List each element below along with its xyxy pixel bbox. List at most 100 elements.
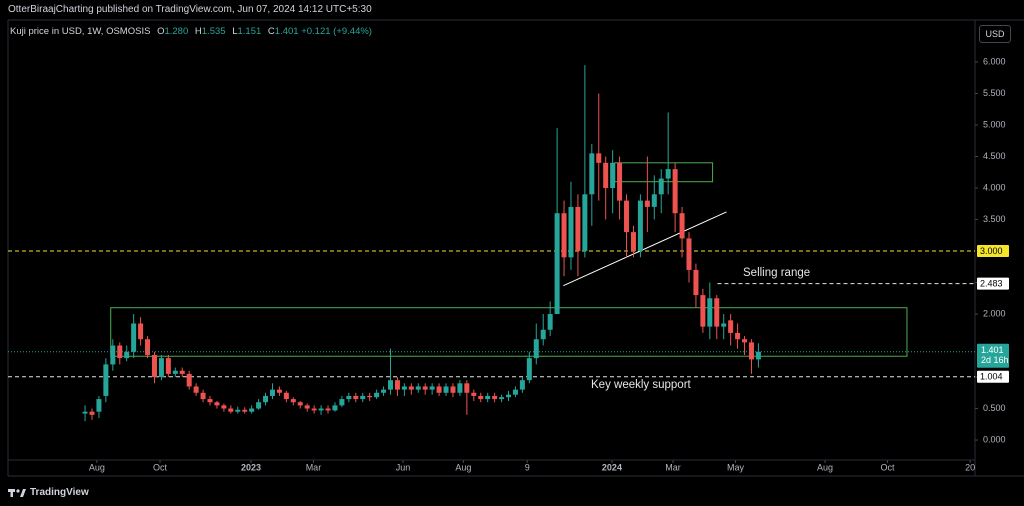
y-tick-label: 4.500 bbox=[983, 151, 1006, 161]
level-label: 2.483 bbox=[980, 278, 1003, 288]
candle-body bbox=[242, 409, 248, 412]
candle-body bbox=[526, 358, 532, 381]
annotation: Selling range bbox=[743, 267, 810, 279]
candle-body bbox=[478, 395, 484, 400]
candle-body bbox=[630, 232, 636, 252]
symbol: Kuji price in USD, 1W, OSMOSIS bbox=[10, 26, 151, 37]
candle-body bbox=[679, 213, 685, 239]
y-tick-label: 6.000 bbox=[983, 56, 1006, 66]
candle-body bbox=[582, 194, 588, 252]
level-label-box bbox=[977, 245, 1009, 258]
candle-body bbox=[610, 162, 616, 189]
candle-body bbox=[755, 351, 761, 360]
candle-body bbox=[311, 408, 317, 411]
logo bbox=[8, 488, 26, 497]
candle-body bbox=[700, 295, 706, 327]
candle-body bbox=[415, 386, 421, 390]
candle-body bbox=[748, 342, 754, 360]
candle-body bbox=[401, 386, 407, 390]
candle-body bbox=[596, 153, 602, 163]
y-tick-label: 0.500 bbox=[983, 403, 1006, 413]
candle-body bbox=[103, 364, 109, 396]
candle-body bbox=[200, 392, 206, 400]
level-label-box bbox=[977, 370, 1009, 383]
candle-body bbox=[249, 408, 255, 412]
candle-body bbox=[158, 358, 164, 378]
candle-body bbox=[554, 213, 560, 315]
x-tick-label: May bbox=[727, 462, 745, 472]
candle-body bbox=[637, 200, 643, 252]
candle-body bbox=[256, 402, 262, 409]
candle-body bbox=[603, 162, 609, 189]
candle-body bbox=[693, 269, 699, 296]
publisher-line: OtterBiraajCharting published on Trading… bbox=[8, 4, 372, 15]
x-tick-label: 20 bbox=[965, 462, 975, 472]
legend-value: 1.151 bbox=[237, 26, 262, 37]
footer: TradingView bbox=[8, 487, 89, 498]
x-tick-label: Mar bbox=[665, 462, 681, 472]
candle-body bbox=[297, 402, 303, 406]
candle-body bbox=[457, 383, 463, 393]
level-label: 3.000 bbox=[980, 246, 1003, 256]
candle-body bbox=[422, 386, 428, 390]
level-label: 1.004 bbox=[980, 372, 1003, 382]
candle-body bbox=[110, 345, 116, 365]
candle-body bbox=[339, 399, 345, 406]
legend-key: O bbox=[157, 26, 165, 37]
candle-body bbox=[568, 206, 574, 258]
candle-body bbox=[644, 200, 650, 207]
legend-key: L bbox=[232, 26, 238, 37]
legend-value: 1.535 bbox=[201, 26, 226, 37]
candle-body bbox=[179, 370, 185, 374]
candle-body bbox=[547, 314, 553, 330]
x-tick-label: Aug bbox=[89, 462, 105, 472]
brand: TradingView bbox=[30, 487, 89, 498]
candle-body bbox=[408, 386, 414, 390]
legend-value: 1.280 bbox=[164, 26, 189, 37]
candle-body bbox=[485, 395, 491, 400]
candle-body bbox=[138, 323, 144, 340]
candle-body bbox=[374, 392, 380, 398]
y-tick-label: 0.000 bbox=[983, 434, 1006, 444]
x-tick-label: Oct bbox=[881, 462, 896, 472]
candle-body bbox=[575, 206, 581, 252]
candle-body bbox=[492, 395, 498, 400]
x-tick-label: Jun bbox=[396, 462, 411, 472]
candle-body bbox=[353, 395, 359, 400]
last-price-box bbox=[977, 343, 1009, 368]
y-tick-label: 2.000 bbox=[983, 308, 1006, 318]
candle-body bbox=[617, 162, 623, 201]
candle-body bbox=[533, 339, 539, 359]
candle-body bbox=[443, 386, 449, 393]
candle-body bbox=[721, 323, 727, 327]
level-label-box bbox=[977, 277, 1009, 290]
chart: Selling range Key weekly support 0.000 0.… bbox=[7, 19, 1024, 477]
candle-body bbox=[367, 395, 373, 398]
candle-body bbox=[290, 399, 296, 403]
countdown-label: 2d 16h bbox=[981, 355, 1009, 365]
candle-body bbox=[672, 169, 678, 214]
candle-body bbox=[512, 389, 518, 395]
y-tick-label: 5.000 bbox=[983, 119, 1006, 129]
candle-body bbox=[499, 397, 505, 400]
candle-body bbox=[193, 386, 199, 393]
candle-body bbox=[471, 392, 477, 396]
candle-body bbox=[263, 395, 269, 403]
candle-body bbox=[589, 153, 595, 195]
x-tick-label: Aug bbox=[455, 462, 471, 472]
candle-body bbox=[172, 370, 178, 374]
candle-body bbox=[429, 386, 435, 390]
candle-body bbox=[207, 399, 213, 403]
legend-value: 1.401 bbox=[274, 26, 299, 37]
x-tick-label: 9 bbox=[525, 462, 530, 472]
candle-body bbox=[235, 409, 241, 412]
candle-body bbox=[318, 408, 324, 411]
candle-body bbox=[124, 351, 130, 359]
candle-body bbox=[728, 320, 734, 333]
zone bbox=[110, 307, 908, 357]
candle-body bbox=[686, 238, 692, 270]
x-tick-label: 2023 bbox=[241, 462, 261, 472]
candle-body bbox=[276, 389, 282, 393]
candle-body bbox=[131, 323, 137, 352]
currency-button[interactable]: USD bbox=[979, 25, 1011, 43]
